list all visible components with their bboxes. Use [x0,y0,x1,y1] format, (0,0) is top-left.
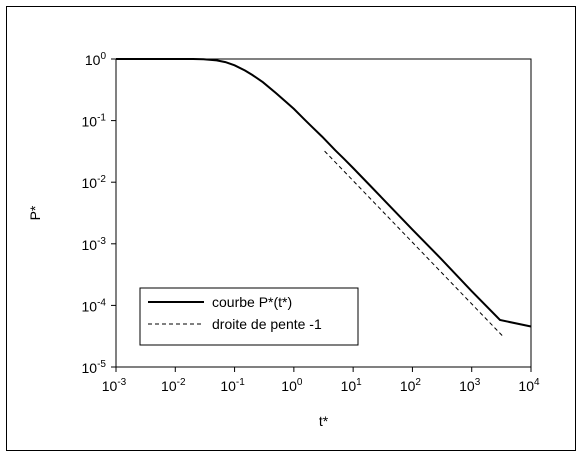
x-tick-label: 104 [518,377,540,394]
x-tick-label: 10-3 [102,377,127,394]
x-tick-label: 103 [459,377,481,394]
y-tick-label: 10-1 [82,113,107,130]
x-axis-label: t* [319,413,329,429]
y-tick-label: 10-4 [82,297,107,314]
slope-line-series [324,150,503,337]
main-curve-series [116,58,532,328]
y-tick-label: 10-3 [82,236,107,253]
y-tick-label: 10-2 [82,174,107,191]
legend-box [139,287,359,346]
x-tick-label: 101 [341,377,363,394]
x-tick-label: 10-1 [220,377,245,394]
y-tick-label: 100 [85,51,107,68]
figure-frame [6,6,576,451]
x-tick-label: 102 [400,377,422,394]
plot-area [115,58,532,368]
y-axis: 100 10-1 10-2 10-3 10-4 10-5 [82,51,116,376]
legend-label: droite de pente -1 [212,316,322,332]
x-tick-label: 10-2 [161,377,186,394]
y-tick-label: 10-5 [82,359,107,376]
y-axis-label: P* [27,205,43,220]
series-layer [116,58,532,337]
legend-label: courbe P*(t*) [212,294,292,310]
x-tick-label: 100 [281,377,303,394]
legend: courbe P*(t*) droite de pente -1 [139,287,359,346]
x-axis: 10-3 10-2 10-1 100 101 102 103 104 [102,367,540,394]
